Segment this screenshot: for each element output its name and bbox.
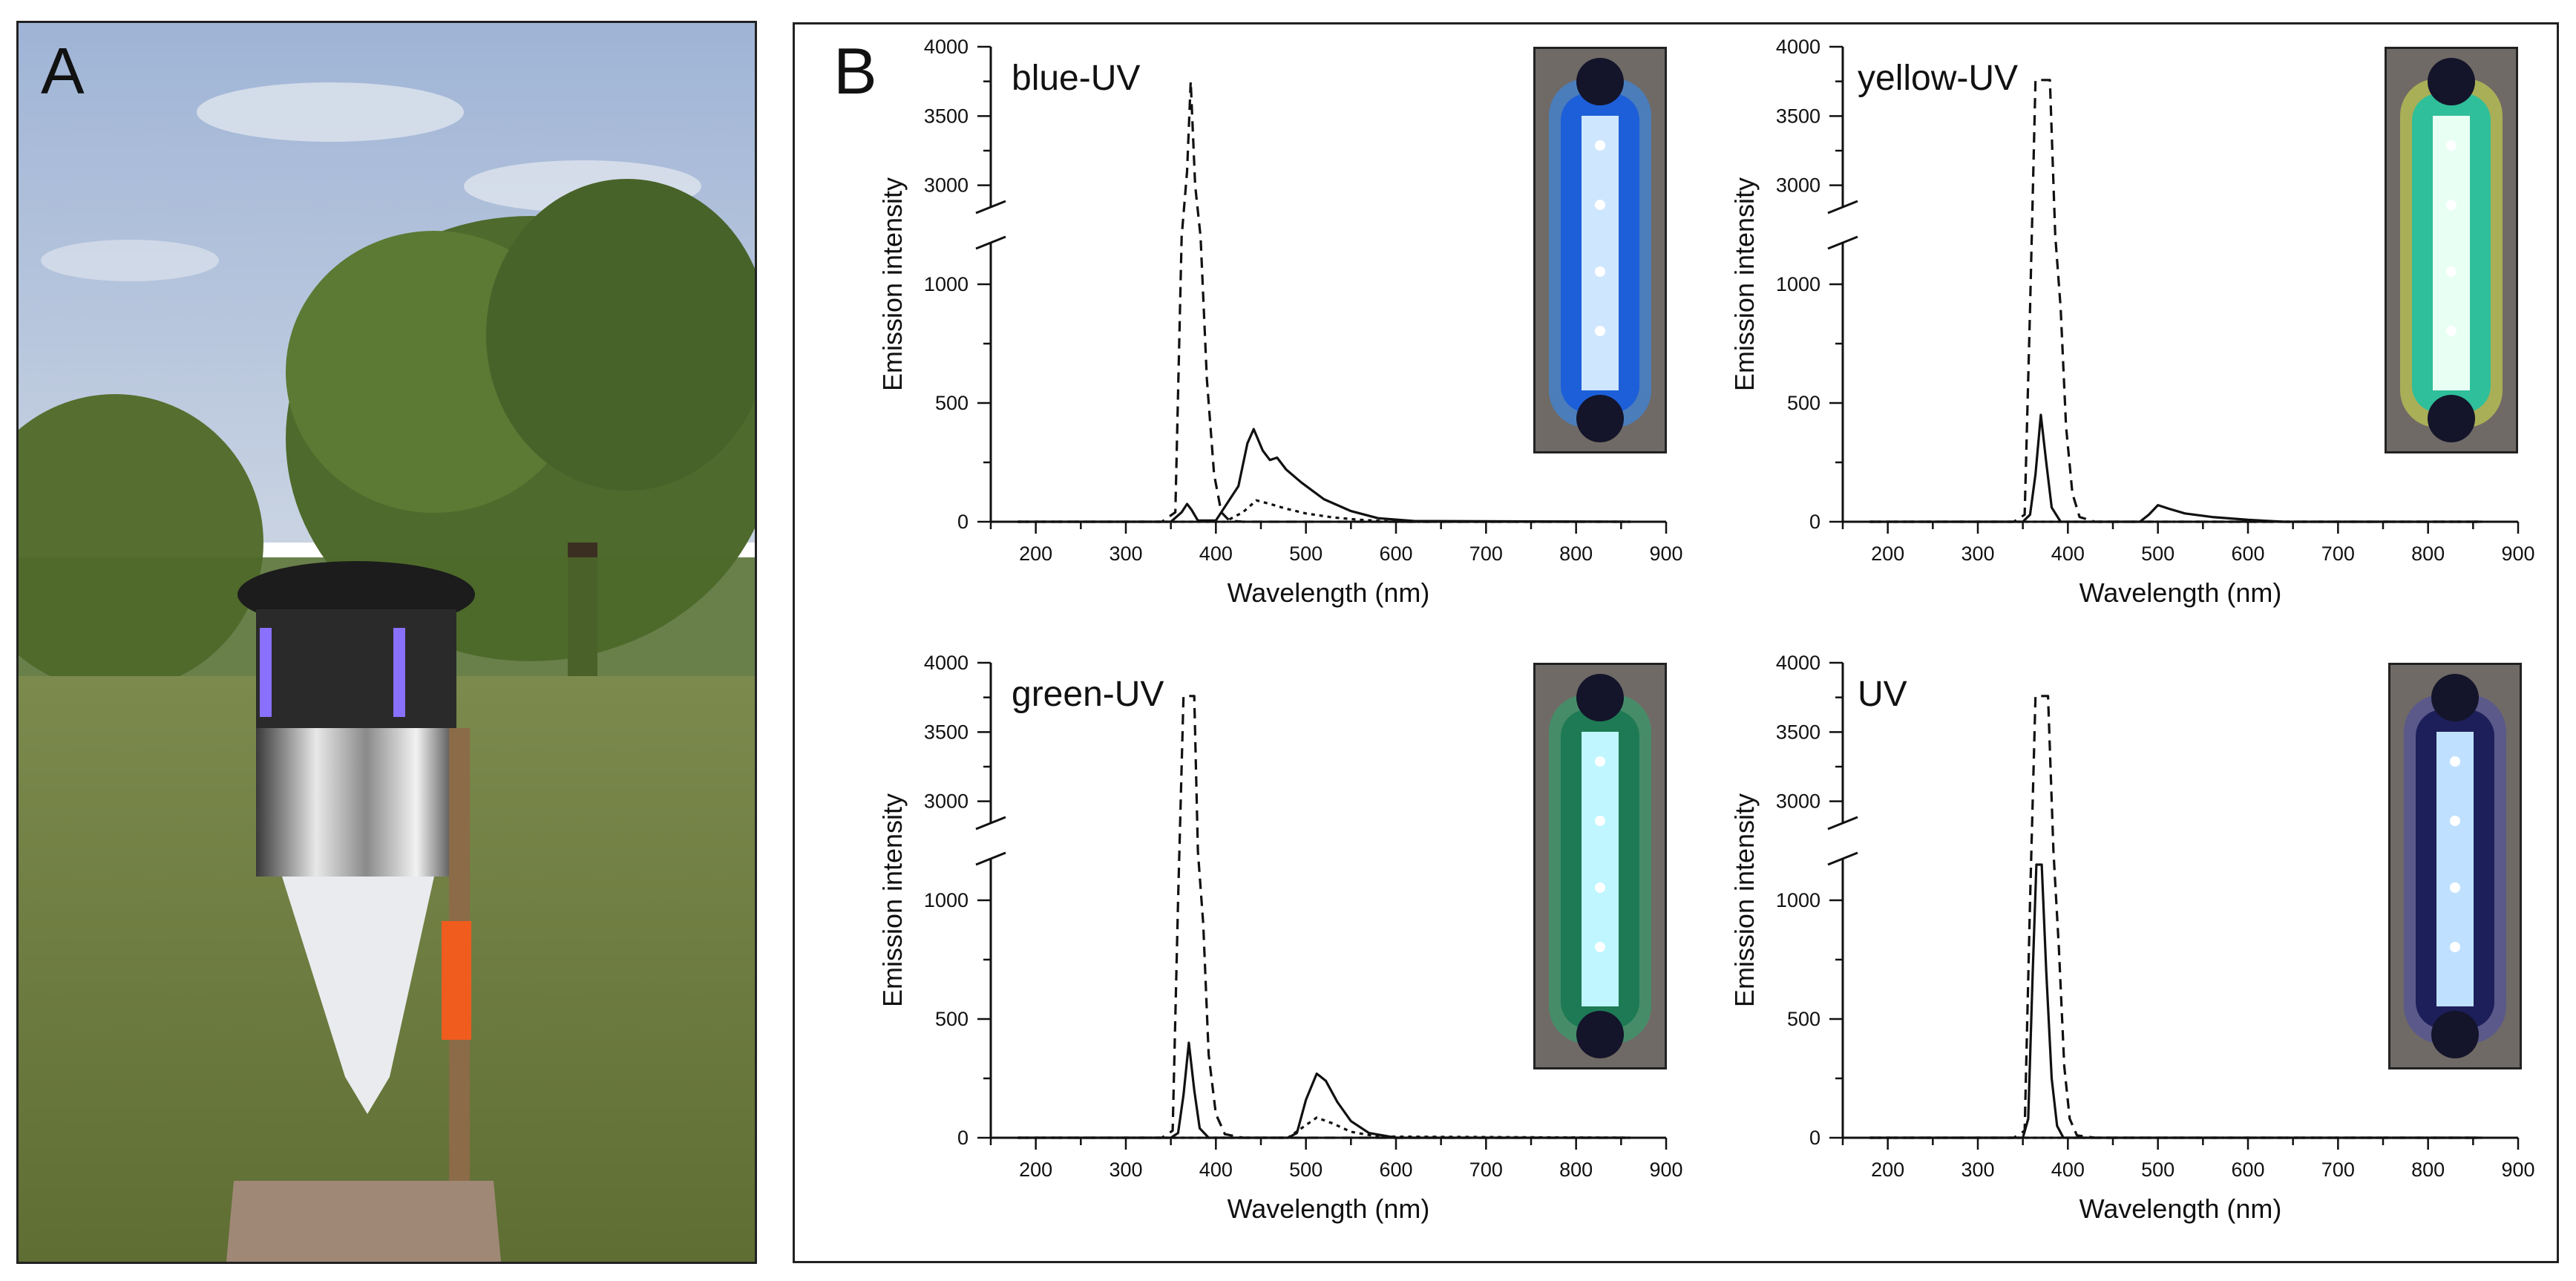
green-UV-lamp-photo — [1533, 663, 1667, 1069]
x-tick-label: 400 — [1199, 543, 1233, 565]
y-tick-label: 3500 — [1776, 105, 1820, 127]
x-tick-label: 500 — [2141, 1159, 2174, 1181]
x-tick-label: 200 — [1871, 543, 1904, 565]
y-tick-label: 500 — [935, 392, 969, 414]
blue-UV-lamp-photo — [1533, 47, 1667, 453]
axis-break-mark — [975, 816, 1006, 830]
axis-break-mark — [975, 235, 1006, 250]
axis-break-mark — [1827, 816, 1858, 830]
chart-blue-UV: 200 300 400 500 600 700 800 900 0 500 1000 3000 3500… — [877, 36, 1683, 608]
x-tick-label: 500 — [2141, 543, 2174, 565]
series-dashed-line — [1017, 695, 1631, 1139]
series-solid-line — [1017, 427, 1631, 523]
y-tick-label: 1000 — [924, 273, 969, 295]
x-tick-label: 500 — [1289, 543, 1323, 565]
axis-break-mark — [1827, 851, 1858, 866]
axis-break-mark — [1827, 200, 1858, 214]
x-tick-label: 900 — [2501, 543, 2534, 565]
x-tick-label: 800 — [2411, 543, 2445, 565]
x-tick-label: 500 — [1289, 1159, 1323, 1181]
y-tick-label: 3000 — [1776, 790, 1820, 813]
y-tick-label: 3000 — [924, 174, 969, 197]
series-dotted-line — [1017, 499, 1631, 523]
x-tick-label: 200 — [1019, 1159, 1052, 1181]
emission-spectra-panel: B 200 300 400 500 600 700 800 900 0 500 1000 3000 35… — [793, 22, 2559, 1263]
chart-title: green-UV — [1012, 675, 1164, 714]
x-tick-label: 600 — [1379, 1159, 1412, 1181]
x-axis-label: Wavelength (nm) — [1228, 1193, 1430, 1224]
series-dashed-line — [1869, 79, 2482, 523]
series-dotted-line — [1017, 1116, 1631, 1139]
x-tick-label: 300 — [1961, 1159, 1994, 1181]
x-tick-label: 700 — [2321, 1159, 2355, 1181]
y-tick-label: 1000 — [1776, 889, 1820, 911]
y-tick-label: 500 — [1787, 1008, 1820, 1030]
spectra-charts: 200 300 400 500 600 700 800 9000500100030003500… — [877, 36, 2535, 1224]
x-tick-label: 600 — [2231, 1159, 2264, 1181]
y-axis-label: Emission intensity — [1729, 793, 1760, 1007]
axis-break-mark — [975, 851, 1006, 866]
y-tick-label: 1000 — [924, 889, 969, 911]
chart-title: yellow-UV — [1858, 59, 2018, 98]
x-tick-label: 200 — [1019, 543, 1052, 565]
y-tick-label: 500 — [1787, 392, 1820, 414]
chart-green-UV: 200 300 400 500 600 700 800 900 0 500 1000 3000 3500… — [877, 652, 1683, 1224]
chart-title: UV — [1858, 675, 1907, 714]
x-tick-label: 400 — [1199, 1159, 1233, 1181]
chart-title: blue-UV — [1012, 59, 1140, 98]
axis-break-mark — [1827, 235, 1858, 250]
y-tick-label: 3500 — [924, 105, 969, 127]
axis-break-mark — [975, 200, 1006, 214]
trap-photo: A — [16, 21, 757, 1264]
x-tick-label: 800 — [2411, 1159, 2445, 1181]
y-tick-label: 3000 — [1776, 174, 1820, 197]
yellow-UV-lamp-photo — [2385, 47, 2518, 453]
series-solid-line — [1869, 863, 2482, 1139]
y-axis-label: Emission intensity — [877, 793, 908, 1007]
x-tick-label: 700 — [2321, 543, 2355, 565]
y-axis-label: Emission intensity — [877, 177, 908, 391]
series-dashed-line — [1017, 80, 1631, 523]
x-tick-label: 400 — [2051, 543, 2085, 565]
light-trap-in-orchard-photo — [19, 23, 755, 1262]
chart-UV: 200 300 400 500 600 700 800 900 0 500 1000 3000 3500… — [1729, 652, 2535, 1224]
x-axis-label: Wavelength (nm) — [1228, 577, 1430, 608]
y-tick-label: 500 — [935, 1008, 969, 1030]
x-tick-label: 900 — [1649, 543, 1682, 565]
x-tick-label: 300 — [1109, 1159, 1142, 1181]
y-tick-label: 4000 — [924, 652, 969, 674]
y-tick-label: 4000 — [1776, 36, 1820, 58]
y-tick-label: 0 — [1809, 511, 1820, 533]
y-tick-label: 4000 — [924, 36, 969, 58]
x-tick-label: 900 — [1649, 1159, 1682, 1181]
y-tick-label: 0 — [957, 511, 969, 533]
series-solid-line — [1017, 1041, 1631, 1139]
y-tick-label: 1000 — [1776, 273, 1820, 295]
y-tick-label: 3000 — [924, 790, 969, 813]
y-tick-label: 3500 — [1776, 721, 1820, 743]
x-tick-label: 600 — [2231, 543, 2264, 565]
x-tick-label: 700 — [1469, 543, 1503, 565]
x-tick-label: 400 — [2051, 1159, 2085, 1181]
panel-b-label: B — [833, 34, 877, 108]
y-tick-label: 3500 — [924, 721, 969, 743]
x-tick-label: 700 — [1469, 1159, 1503, 1181]
x-tick-label: 800 — [1559, 543, 1593, 565]
x-tick-label: 300 — [1109, 543, 1142, 565]
y-tick-label: 4000 — [1776, 652, 1820, 674]
x-axis-label: Wavelength (nm) — [2080, 1193, 2282, 1224]
y-tick-label: 0 — [1809, 1127, 1820, 1149]
x-tick-label: 300 — [1961, 543, 1994, 565]
UV-lamp-photo — [2388, 663, 2522, 1069]
x-tick-label: 900 — [2501, 1159, 2534, 1181]
x-tick-label: 800 — [1559, 1159, 1593, 1181]
x-axis-label: Wavelength (nm) — [2080, 577, 2282, 608]
panel-a-label: A — [41, 34, 85, 108]
y-tick-label: 0 — [957, 1127, 969, 1149]
chart-yellow-UV: 200 300 400 500 600 700 800 900 0 500 1000 3000 3500… — [1729, 36, 2535, 608]
y-axis-label: Emission intensity — [1729, 177, 1760, 391]
x-tick-label: 200 — [1871, 1159, 1904, 1181]
x-tick-label: 600 — [1379, 543, 1412, 565]
